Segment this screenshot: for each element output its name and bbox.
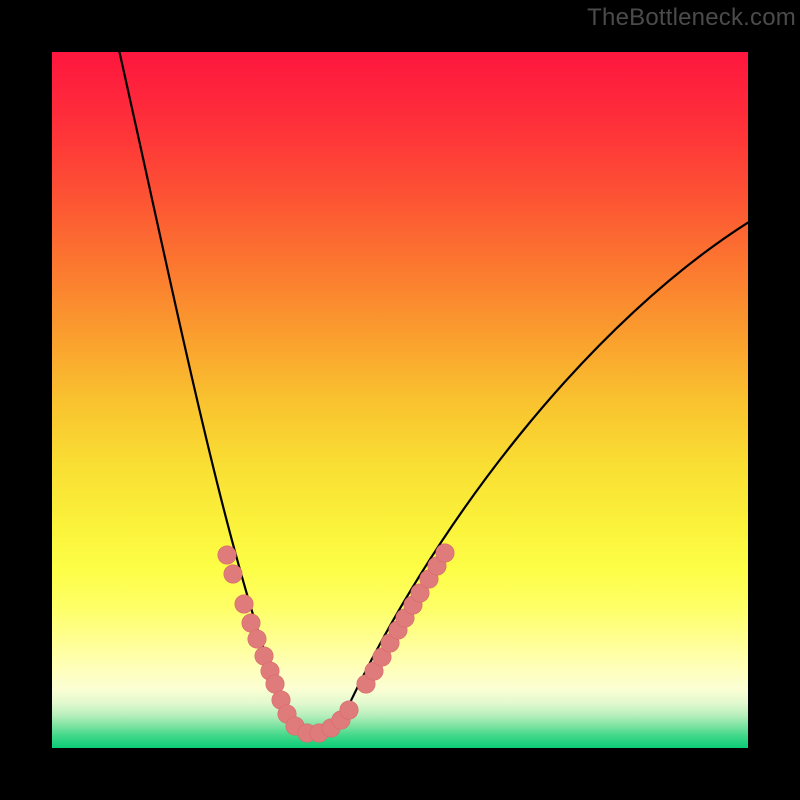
data-marker (235, 595, 253, 613)
data-marker (224, 565, 242, 583)
watermark-text: TheBottleneck.com (587, 4, 796, 32)
bottleneck-chart-svg (52, 52, 748, 748)
data-marker (218, 546, 236, 564)
data-marker (340, 701, 358, 719)
data-marker (266, 675, 284, 693)
data-marker (436, 544, 454, 562)
gradient-background (52, 52, 748, 748)
data-marker (248, 630, 266, 648)
chart-plot-area (52, 52, 748, 748)
data-marker (242, 614, 260, 632)
